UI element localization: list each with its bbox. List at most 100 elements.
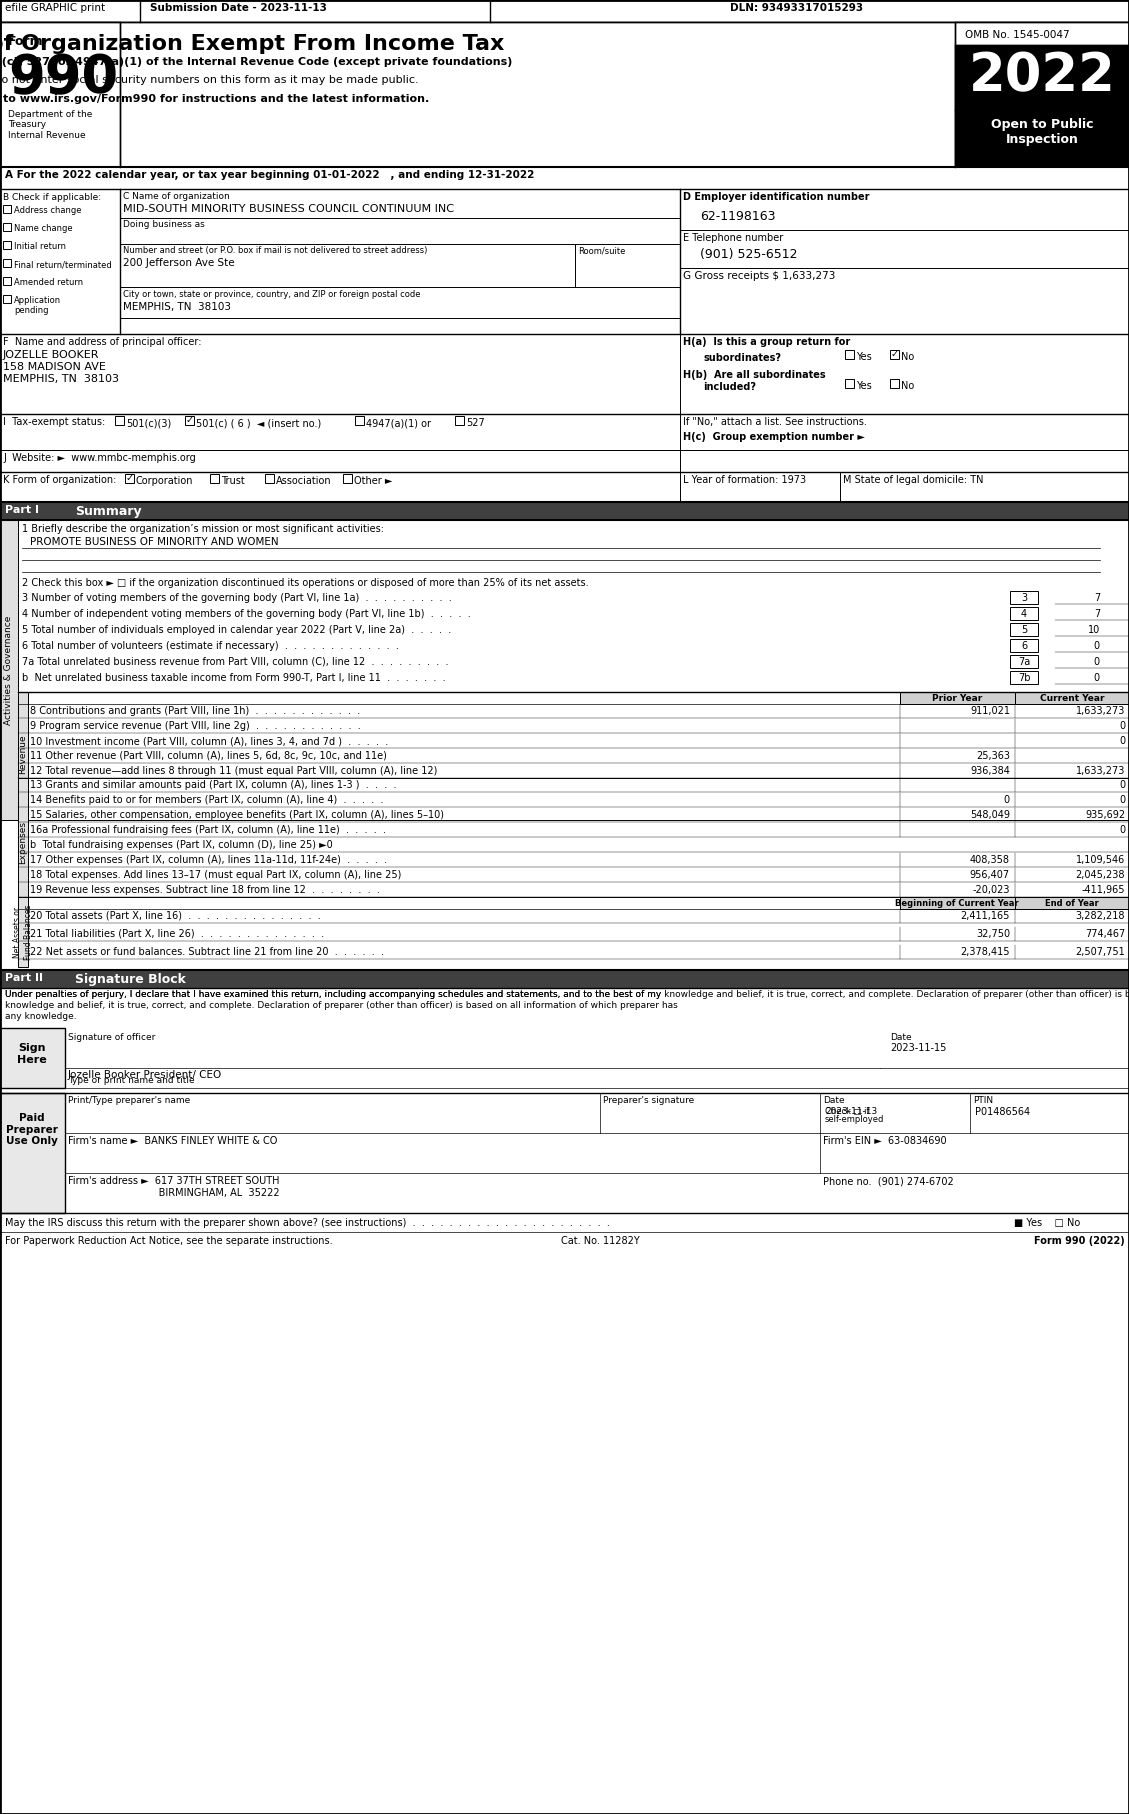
Text: ✓: ✓ (185, 415, 193, 426)
Text: 8 Contributions and grants (Part VIII, line 1h)  .  .  .  .  .  .  .  .  .  .  .: 8 Contributions and grants (Part VIII, l… (30, 706, 360, 717)
Bar (844, 379, 854, 388)
Text: P01486564: P01486564 (975, 1107, 1030, 1117)
Text: 22 Net assets or fund balances. Subtract line 21 from line 20  .  .  .  .  .  .: 22 Net assets or fund balances. Subtract… (30, 947, 384, 958)
Bar (890, 379, 899, 388)
Bar (0, 334, 1129, 414)
Text: Under penalties of perjury, I declare that I have examined this return, includin: Under penalties of perjury, I declare th… (5, 990, 662, 1000)
Text: 4 Number of independent voting members of the governing body (Part VI, line 1b) : 4 Number of independent voting members o… (21, 610, 471, 619)
Text: G Gross receipts $ 1,633,273: G Gross receipts $ 1,633,273 (683, 270, 835, 281)
Text: -411,965: -411,965 (1082, 885, 1124, 894)
Bar (955, 22, 1129, 167)
Text: 15 Salaries, other compensation, employee benefits (Part IX, column (A), lines 5: 15 Salaries, other compensation, employe… (30, 811, 444, 820)
Text: H(c)  Group exemption number ►: H(c) Group exemption number ► (683, 432, 865, 443)
Text: 0: 0 (1094, 673, 1100, 684)
Text: 3,282,218: 3,282,218 (1076, 911, 1124, 922)
Text: 1,633,273: 1,633,273 (1076, 766, 1124, 776)
Bar (0, 521, 18, 820)
Text: Activities & Governance: Activities & Governance (5, 615, 14, 724)
Text: 3: 3 (1021, 593, 1027, 602)
Text: ■ Yes    □ No: ■ Yes □ No (1014, 1217, 1080, 1228)
Text: Treasury: Treasury (8, 120, 46, 129)
Bar (1010, 655, 1038, 668)
Text: Number and street (or P.O. box if mail is not delivered to street address): Number and street (or P.O. box if mail i… (123, 247, 428, 256)
Text: End of Year: End of Year (1045, 900, 1099, 909)
Text: efile GRAPHIC print: efile GRAPHIC print (5, 4, 105, 13)
Text: Current Year: Current Year (1040, 695, 1104, 704)
Text: Under penalties of perjury, I declare that I have examined this return, includin: Under penalties of perjury, I declare th… (5, 990, 1129, 1000)
Bar (343, 473, 352, 483)
Text: Type or print name and title: Type or print name and title (68, 1076, 194, 1085)
Text: Beginning of Current Year: Beginning of Current Year (895, 900, 1018, 909)
Text: Department of the: Department of the (8, 111, 93, 120)
Text: PROMOTE BUSINESS OF MINORITY AND WOMEN: PROMOTE BUSINESS OF MINORITY AND WOMEN (30, 537, 279, 548)
Text: MID-SOUTH MINORITY BUSINESS COUNCIL CONTINUUM INC: MID-SOUTH MINORITY BUSINESS COUNCIL CONT… (123, 203, 454, 214)
Text: Preparer's signature: Preparer's signature (603, 1096, 694, 1105)
Text: 501(c) ( 6 )  ◄ (insert no.): 501(c) ( 6 ) ◄ (insert no.) (196, 417, 322, 428)
Text: 2,045,238: 2,045,238 (1076, 871, 1124, 880)
Bar (3, 241, 11, 249)
Text: 408,358: 408,358 (970, 854, 1010, 865)
Bar (0, 22, 1129, 167)
Text: knowledge and belief, it is true, correct, and complete. Declaration of preparer: knowledge and belief, it is true, correc… (5, 1001, 677, 1010)
Text: 0: 0 (1004, 795, 1010, 805)
Text: 1,633,273: 1,633,273 (1076, 706, 1124, 717)
Bar (1015, 896, 1129, 909)
Text: 527: 527 (466, 417, 484, 428)
Bar (265, 473, 274, 483)
Text: Address change: Address change (14, 207, 81, 216)
Text: 10 Investment income (Part VIII, column (A), lines 3, 4, and 7d )  .  .  .  .  .: 10 Investment income (Part VIII, column … (30, 736, 388, 746)
Text: Phone no.  (901) 274-6702: Phone no. (901) 274-6702 (823, 1175, 954, 1186)
Text: ✓: ✓ (891, 350, 899, 359)
Bar (125, 473, 134, 483)
Bar (0, 414, 1129, 450)
Bar (18, 691, 28, 816)
Text: 0: 0 (1119, 736, 1124, 746)
Text: ✓: ✓ (125, 473, 133, 484)
Text: 0: 0 (1119, 825, 1124, 834)
Bar (0, 189, 1129, 334)
Text: May the IRS discuss this return with the preparer shown above? (see instructions: May the IRS discuss this return with the… (5, 1217, 610, 1228)
Text: 14 Benefits paid to or for members (Part IX, column (A), line 4)  .  .  .  .  .: 14 Benefits paid to or for members (Part… (30, 795, 384, 805)
Text: K Form of organization:: K Form of organization: (3, 475, 116, 484)
Text: Check □ if: Check □ if (825, 1107, 869, 1116)
Text: Association: Association (275, 475, 332, 486)
Text: 935,692: 935,692 (1085, 811, 1124, 820)
Text: 501(c)(3): 501(c)(3) (126, 417, 172, 428)
Text: 20 Total assets (Part X, line 16)  .  .  .  .  .  .  .  .  .  .  .  .  .  .  .: 20 Total assets (Part X, line 16) . . . … (30, 911, 321, 922)
Text: 0: 0 (1119, 795, 1124, 805)
Text: Signature of officer: Signature of officer (68, 1032, 156, 1041)
Text: If "No," attach a list. See instructions.: If "No," attach a list. See instructions… (683, 417, 867, 426)
Text: Other ►: Other ► (355, 475, 393, 486)
Text: JOZELLE BOOKER: JOZELLE BOOKER (3, 350, 99, 359)
Text: Final return/terminated: Final return/terminated (14, 259, 112, 268)
Text: 21 Total liabilities (Part X, line 26)  .  .  .  .  .  .  .  .  .  .  .  .  .  .: 21 Total liabilities (Part X, line 26) .… (30, 929, 324, 940)
Text: b  Total fundraising expenses (Part IX, column (D), line 25) ►0: b Total fundraising expenses (Part IX, c… (30, 840, 333, 851)
Text: Return of Organization Exempt From Income Tax: Return of Organization Exempt From Incom… (0, 34, 505, 54)
Text: 911,021: 911,021 (970, 706, 1010, 717)
Text: B Check if applicable:: B Check if applicable: (3, 192, 102, 201)
Text: Prior Year: Prior Year (931, 695, 982, 704)
Bar (844, 350, 854, 359)
Text: Print/Type preparer's name: Print/Type preparer's name (68, 1096, 191, 1105)
Text: 17 Other expenses (Part IX, column (A), lines 11a-11d, 11f-24e)  .  .  .  .  .: 17 Other expenses (Part IX, column (A), … (30, 854, 387, 865)
Bar (955, 45, 1129, 111)
Text: L Year of formation: 1973: L Year of formation: 1973 (683, 475, 806, 484)
Text: 2023-11-13: 2023-11-13 (825, 1107, 877, 1116)
Text: Submission Date - 2023-11-13: Submission Date - 2023-11-13 (150, 4, 327, 13)
Bar (0, 450, 680, 472)
Text: Application
pending: Application pending (14, 296, 61, 316)
Text: Initial return: Initial return (14, 241, 65, 250)
Text: any knowledge.: any knowledge. (5, 1012, 77, 1021)
Text: 0: 0 (1094, 657, 1100, 668)
Text: 936,384: 936,384 (970, 766, 1010, 776)
Text: M State of legal domicile: TN: M State of legal domicile: TN (843, 475, 983, 484)
Bar (0, 1094, 65, 1214)
Text: 9 Program service revenue (Part VIII, line 2g)  .  .  .  .  .  .  .  .  .  .  . : 9 Program service revenue (Part VIII, li… (30, 720, 361, 731)
Text: 4947(a)(1) or: 4947(a)(1) or (366, 417, 431, 428)
Bar (0, 521, 1129, 820)
Text: 7: 7 (1094, 610, 1100, 619)
Text: Trust: Trust (221, 475, 245, 486)
Text: Signature Block: Signature Block (75, 972, 186, 987)
Bar (0, 970, 1129, 989)
Bar (18, 896, 28, 967)
